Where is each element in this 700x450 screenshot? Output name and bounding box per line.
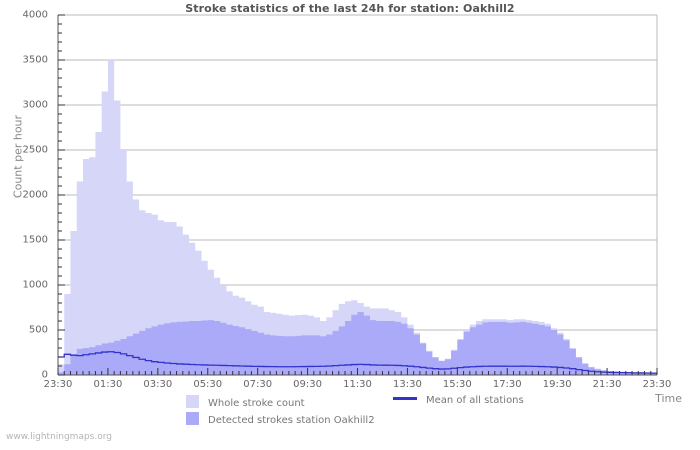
chart-title: Stroke statistics of the last 24h for st… [185,2,515,15]
y-tick-label: 1500 [22,234,48,246]
y-tick-label: 2000 [22,189,48,201]
legend-label-mean: Mean of all stations [426,395,524,406]
x-tick-label: 07:30 [243,379,273,390]
area-whole-stroke-count [58,60,657,375]
y-tick-label: 500 [28,324,48,336]
y-tick-label: 3500 [22,54,48,66]
chart-legend: Whole stroke count Detected strokes stat… [0,393,700,427]
legend-item-whole-stroke-count: Whole stroke count [186,395,305,409]
y-tick-label: 3000 [22,99,48,111]
x-tick-label: 21:30 [592,379,622,390]
x-tick-label: 09:30 [293,379,322,390]
y-tick-label: 2500 [22,144,48,156]
y-tick-label: 4000 [22,9,48,21]
x-tick-label: 23:30 [642,379,672,390]
y-tick-label: 0 [41,369,48,381]
x-tick-label: 19:30 [542,379,572,390]
y-tick-label: 1000 [22,279,48,291]
footer-watermark: www.lightningmaps.org [6,432,112,442]
legend-item-detected-strokes: Detected strokes station Oakhill2 [186,412,375,426]
x-axis-label: Time [655,392,682,405]
legend-label-detected: Detected strokes station Oakhill2 [208,415,375,426]
x-tick-label: 01:30 [93,379,123,390]
legend-swatch-whole [186,395,199,408]
x-tick-label: 17:30 [492,379,522,390]
x-tick-label: 23:30 [43,379,73,390]
legend-swatch-detected [186,412,199,425]
x-tick-label: 15:30 [442,379,472,390]
legend-item-mean-of-all-stations: Mean of all stations [393,395,524,406]
x-tick-label: 03:30 [143,379,173,390]
area-detected-strokes [58,312,657,375]
legend-line-mean [393,397,417,400]
x-tick-label: 13:30 [392,379,422,390]
legend-label-whole: Whole stroke count [208,398,305,409]
line-mean-of-all-stations [58,351,658,374]
x-tick-label: 11:30 [343,379,372,390]
x-tick-label: 05:30 [193,379,223,390]
